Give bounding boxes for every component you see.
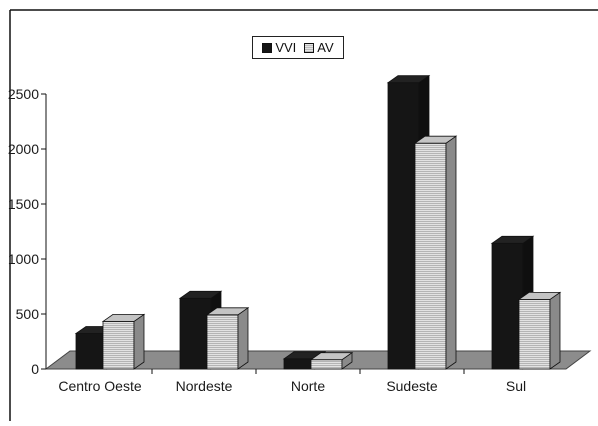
bar-av-centro-oeste: [101, 313, 146, 370]
bar-top: [309, 352, 354, 361]
y-tick-label: 2500: [8, 86, 39, 102]
bar-top: [205, 307, 250, 316]
bar-av-nordeste: [205, 307, 250, 370]
bar-front: [179, 297, 212, 370]
bar-front: [283, 358, 316, 370]
y-tick-label: 500: [16, 306, 40, 322]
bar-front: [491, 242, 524, 370]
bar-top: [413, 135, 458, 144]
x-tick-label: Centro Oeste: [58, 378, 141, 394]
x-axis-labels: Centro Oeste Nordeste Norte Sudeste Sul: [58, 369, 526, 394]
bar-front: [387, 82, 420, 370]
bar-side: [549, 291, 561, 370]
legend-label-av: AV: [317, 40, 334, 55]
bar-top: [386, 75, 431, 84]
y-tick-label: 1500: [8, 196, 39, 212]
bar-top: [101, 313, 146, 322]
bar-front: [310, 359, 343, 370]
bar-top: [517, 291, 562, 300]
bar-front: [206, 314, 239, 370]
legend-swatch-av: [304, 42, 315, 53]
x-tick-label: Sul: [506, 378, 526, 394]
bar-front: [75, 333, 108, 370]
legend-swatch-vvi: [262, 42, 273, 53]
legend-label-vvi: VVI: [275, 40, 297, 55]
bar-av-sul: [517, 291, 562, 370]
y-tick-label: 1000: [8, 251, 39, 267]
bars-group: [74, 74, 562, 370]
bar-front: [414, 142, 447, 370]
bar-side: [237, 307, 249, 370]
legend-item-av: AV: [304, 40, 334, 55]
bar-front: [102, 320, 135, 370]
y-axis-ticks: 0 500 1000 1500 2000 2500: [8, 86, 46, 377]
y-tick-label: 2000: [8, 141, 39, 157]
bar-front: [518, 298, 551, 370]
bar-top: [490, 235, 535, 244]
bar-side: [133, 313, 145, 370]
x-tick-label: Nordeste: [176, 378, 233, 394]
y-tick-label: 0: [31, 361, 39, 377]
bar-top: [178, 290, 223, 299]
x-tick-label: Sudeste: [386, 378, 438, 394]
bar-side: [445, 135, 457, 370]
x-tick-label: Norte: [291, 378, 325, 394]
legend-item-vvi: VVI: [262, 40, 296, 55]
legend: VVI AV: [252, 36, 344, 59]
bar-av-norte: [309, 351, 354, 370]
bar-av-sudeste: [413, 135, 458, 370]
